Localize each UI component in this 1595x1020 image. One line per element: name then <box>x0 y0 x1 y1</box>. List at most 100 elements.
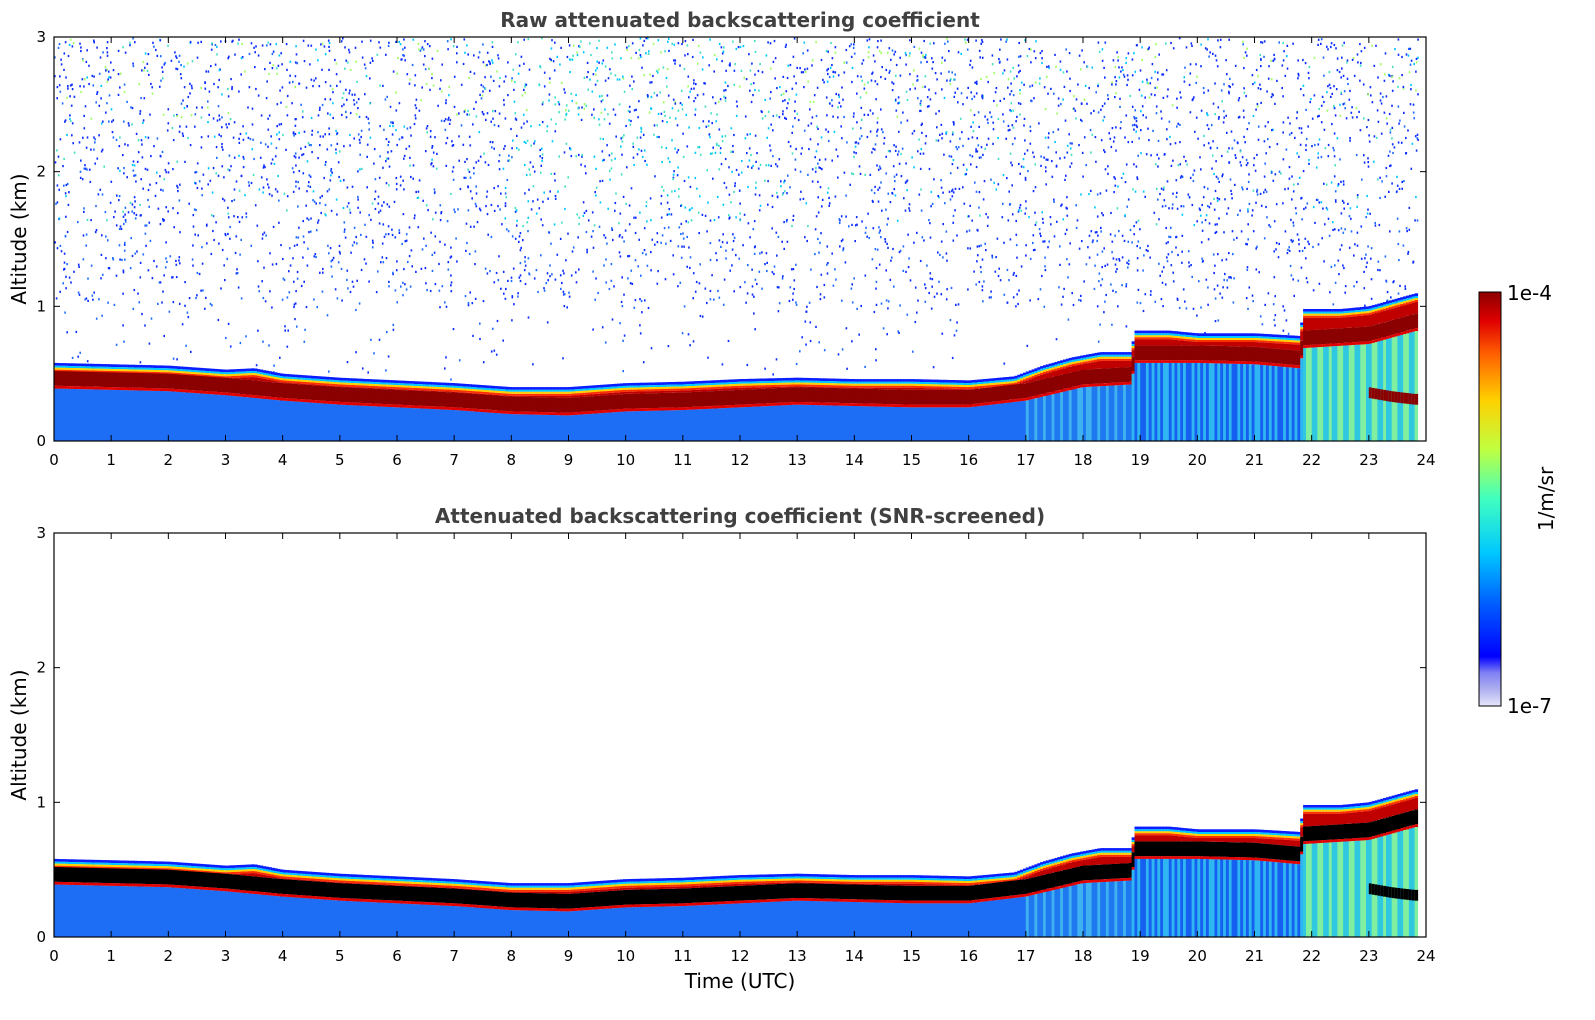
noise-pixel <box>989 111 991 114</box>
noise-pixel <box>215 221 217 224</box>
noise-pixel <box>1274 295 1276 298</box>
noise-pixel <box>646 163 648 166</box>
noise-pixel <box>907 233 909 236</box>
noise-pixel <box>884 240 887 243</box>
noise-pixel <box>1281 64 1284 67</box>
noise-pixel <box>1380 102 1383 105</box>
noise-pixel <box>554 41 556 44</box>
noise-pixel <box>875 348 877 351</box>
noise-pixel <box>1018 55 1020 58</box>
noise-pixel <box>355 351 357 354</box>
layer-band <box>82 370 87 373</box>
noise-pixel <box>820 273 823 276</box>
noise-pixel <box>142 119 145 122</box>
noise-pixel <box>621 276 623 279</box>
noise-pixel <box>150 82 152 85</box>
noise-pixel <box>894 98 897 101</box>
noise-pixel <box>1097 83 1099 86</box>
noise-pixel <box>341 113 343 116</box>
noise-pixel <box>543 85 546 88</box>
noise-pixel <box>1300 127 1303 130</box>
noise-pixel <box>276 125 278 128</box>
noise-pixel <box>359 153 361 156</box>
noise-pixel <box>57 155 60 158</box>
layer-band <box>56 367 61 370</box>
noise-pixel <box>1171 203 1174 206</box>
noise-pixel <box>894 50 897 53</box>
noise-pixel <box>1389 128 1392 131</box>
noise-pixel <box>345 116 348 119</box>
noise-pixel <box>937 139 940 142</box>
noise-pixel <box>1042 240 1044 243</box>
noise-pixel <box>867 113 869 116</box>
noise-pixel <box>190 114 193 117</box>
noise-pixel <box>1145 153 1148 156</box>
noise-pixel <box>982 198 985 201</box>
noise-pixel <box>909 73 911 76</box>
noise-pixel <box>706 230 708 233</box>
noise-pixel <box>485 205 487 208</box>
noise-pixel <box>1160 187 1163 190</box>
noise-pixel <box>591 113 593 116</box>
noise-pixel <box>466 241 468 245</box>
layer-band <box>59 367 64 370</box>
noise-pixel <box>355 101 358 104</box>
noise-pixel <box>437 104 439 107</box>
noise-pixel <box>791 152 794 155</box>
noise-pixel <box>431 269 434 272</box>
noise-pixel <box>101 273 104 276</box>
noise-pixel <box>285 148 287 151</box>
noise-pixel <box>661 146 663 149</box>
noise-pixel <box>1293 183 1295 186</box>
noise-pixel <box>1114 96 1116 99</box>
noise-pixel <box>1377 120 1380 123</box>
noise-pixel <box>1010 161 1012 164</box>
noise-pixel <box>612 238 614 242</box>
noise-pixel <box>749 89 751 92</box>
noise-pixel <box>1032 234 1035 237</box>
layer-band <box>65 386 69 389</box>
noise-pixel <box>892 247 894 251</box>
noise-pixel <box>99 188 102 191</box>
noise-pixel <box>475 161 477 164</box>
noise-pixel <box>268 72 270 76</box>
layer-band <box>105 372 109 387</box>
noise-pixel <box>388 165 391 168</box>
noise-pixel <box>1305 144 1307 147</box>
noise-pixel <box>1022 158 1025 161</box>
noise-pixel <box>680 89 683 92</box>
noise-pixel <box>929 42 931 45</box>
noise-pixel <box>469 176 472 179</box>
noise-pixel <box>1081 49 1083 52</box>
noise-pixel <box>143 69 145 72</box>
noise-pixel <box>445 305 448 308</box>
noise-pixel <box>1297 182 1299 186</box>
noise-pixel <box>1267 121 1269 124</box>
noise-pixel <box>1029 257 1032 260</box>
noise-pixel <box>1410 59 1413 62</box>
noise-pixel <box>981 285 984 288</box>
noise-pixel <box>1002 72 1004 75</box>
noise-pixel <box>1305 277 1308 280</box>
noise-pixel <box>814 170 817 173</box>
noise-pixel <box>84 164 86 167</box>
noise-pixel <box>563 272 565 275</box>
noise-pixel <box>1227 207 1230 210</box>
noise-pixel <box>426 125 429 128</box>
noise-pixel <box>865 91 868 94</box>
layer-band <box>65 371 69 387</box>
noise-pixel <box>295 236 298 239</box>
noise-pixel <box>343 221 346 224</box>
noise-pixel <box>733 133 735 137</box>
noise-pixel <box>1038 82 1041 85</box>
noise-pixel <box>1339 158 1341 161</box>
noise-pixel <box>860 75 862 78</box>
noise-pixel <box>715 252 717 255</box>
noise-pixel <box>966 38 969 41</box>
noise-pixel <box>1024 39 1026 42</box>
noise-pixel <box>152 41 154 44</box>
noise-pixel <box>1263 191 1265 194</box>
noise-pixel <box>398 231 401 234</box>
noise-pixel <box>984 147 986 150</box>
noise-pixel <box>733 236 736 239</box>
